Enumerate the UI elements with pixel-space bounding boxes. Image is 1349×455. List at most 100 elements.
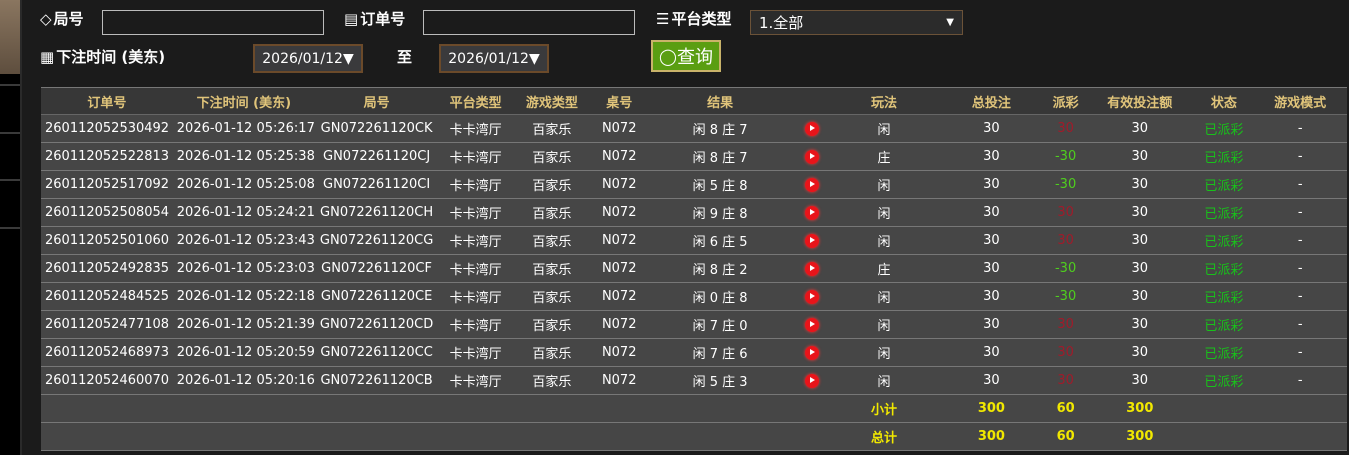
- column-header: 结果: [647, 87, 793, 115]
- divider: [0, 227, 22, 229]
- bet-time: 2026-01-12 05:26:17: [172, 114, 315, 143]
- bet-type: 庄: [831, 254, 937, 283]
- play[interactable]: [792, 310, 832, 339]
- order-id: 260112052460070: [41, 366, 173, 395]
- round-label-text: 局号: [53, 10, 84, 28]
- play[interactable]: [792, 114, 832, 143]
- play-video-icon[interactable]: [804, 345, 819, 360]
- result: 闲 7 庄 0: [647, 310, 793, 339]
- platform-select[interactable]: 1.全部 ▼: [750, 10, 963, 35]
- play-video-icon[interactable]: [804, 317, 819, 332]
- round-id: GN072261120CJ: [314, 142, 439, 171]
- status: 已派彩: [1194, 198, 1254, 227]
- bet-time: 2026-01-12 05:23:43: [172, 226, 315, 255]
- order-id: 260112052508054: [41, 198, 173, 227]
- result: 闲 9 庄 8: [647, 198, 793, 227]
- query-button[interactable]: ◯ 查询: [651, 40, 721, 72]
- round-id: GN072261120CH: [314, 198, 439, 227]
- list-icon: ☰: [656, 9, 670, 28]
- order-id: 260112052530492: [41, 114, 173, 143]
- tag-icon: ◇: [40, 9, 52, 28]
- play[interactable]: [792, 142, 832, 171]
- status: 已派彩: [1194, 142, 1254, 171]
- table-no: N072: [590, 142, 648, 171]
- round-id: GN072261120CD: [314, 310, 439, 339]
- table-row: 260112052460070 2026-01-12 05:20:16 GN0722…: [41, 366, 1347, 395]
- play[interactable]: [792, 170, 832, 199]
- order-input[interactable]: [423, 10, 635, 35]
- subtotal-payout: 60: [1046, 394, 1086, 423]
- result: 闲 5 庄 3: [647, 366, 793, 395]
- cell: [314, 394, 439, 423]
- play-video-icon[interactable]: [804, 205, 819, 220]
- play[interactable]: [792, 198, 832, 227]
- bet-type: 闲: [831, 366, 937, 395]
- payout: 30: [1046, 226, 1086, 255]
- cell: [41, 422, 173, 451]
- total-label: 总计: [831, 422, 937, 451]
- platform-value: 1.全部: [759, 14, 804, 32]
- platform: 卡卡湾厅: [438, 366, 514, 395]
- order-id: 260112052522813: [41, 142, 173, 171]
- total-bet: 30: [936, 142, 1047, 171]
- play-video-icon[interactable]: [804, 261, 819, 276]
- status: 已派彩: [1194, 114, 1254, 143]
- play[interactable]: [792, 366, 832, 395]
- column-header: 桌号: [590, 87, 648, 115]
- time-label: ▦ 下注时间 (美东): [40, 46, 165, 67]
- total-bet: 30: [936, 310, 1047, 339]
- table-no: N072: [590, 338, 648, 367]
- cell: [1194, 422, 1254, 451]
- valid-bet: 30: [1085, 282, 1195, 311]
- round-id: GN072261120CB: [314, 366, 439, 395]
- round-id: GN072261120CE: [314, 282, 439, 311]
- to-label: 至: [397, 48, 413, 66]
- total-valid: 300: [1085, 422, 1195, 451]
- result: 闲 6 庄 5: [647, 226, 793, 255]
- sidebar-top: [0, 0, 22, 74]
- cell: [513, 422, 591, 451]
- valid-bet: 30: [1085, 114, 1195, 143]
- column-header: 平台类型: [438, 87, 514, 115]
- cell: [172, 394, 315, 423]
- date-to-picker[interactable]: 2026/01/12▼: [439, 44, 549, 73]
- platform: 卡卡湾厅: [438, 338, 514, 367]
- play[interactable]: [792, 338, 832, 367]
- round-input[interactable]: [102, 10, 324, 35]
- bet-type: 闲: [831, 170, 937, 199]
- cell: [590, 422, 648, 451]
- round-label: ◇ 局号: [40, 8, 84, 29]
- play-video-icon[interactable]: [804, 121, 819, 136]
- column-header: 派彩: [1046, 87, 1086, 115]
- play[interactable]: [792, 254, 832, 283]
- table-row: 260112052517092 2026-01-12 05:25:08 GN0722…: [41, 170, 1347, 199]
- bet-time: 2026-01-12 05:22:18: [172, 282, 315, 311]
- chevron-down-icon: ▼: [946, 17, 954, 28]
- total-bet: 30: [936, 282, 1047, 311]
- payout: 30: [1046, 114, 1086, 143]
- play-video-icon[interactable]: [804, 149, 819, 164]
- subtotal-valid: 300: [1085, 394, 1195, 423]
- game-type: 百家乐: [513, 114, 591, 143]
- bet-records-table: 订单号 下注时间 (美东) 局号 平台类型 游戏类型 桌号 结果 玩法 总投注 派彩 有效投注额 状态…: [41, 87, 1347, 451]
- table-no: N072: [590, 254, 648, 283]
- play-video-icon[interactable]: [804, 177, 819, 192]
- cell: [172, 422, 315, 451]
- column-header: 玩法: [831, 87, 937, 115]
- game-mode: -: [1253, 226, 1347, 255]
- valid-bet: 30: [1085, 170, 1195, 199]
- play-video-icon[interactable]: [804, 289, 819, 304]
- status: 已派彩: [1194, 282, 1254, 311]
- play-video-icon[interactable]: [804, 233, 819, 248]
- payout: -30: [1046, 254, 1086, 283]
- platform-label-text: 平台类型: [671, 10, 732, 28]
- play-video-icon[interactable]: [804, 373, 819, 388]
- game-type: 百家乐: [513, 198, 591, 227]
- table-row: 260112052530492 2026-01-12 05:26:17 GN0722…: [41, 114, 1347, 143]
- column-header: 局号: [314, 87, 439, 115]
- play[interactable]: [792, 282, 832, 311]
- date-from-picker[interactable]: 2026/01/12▼: [253, 44, 363, 73]
- play[interactable]: [792, 226, 832, 255]
- search-icon: ◯: [659, 46, 677, 66]
- table-no: N072: [590, 366, 648, 395]
